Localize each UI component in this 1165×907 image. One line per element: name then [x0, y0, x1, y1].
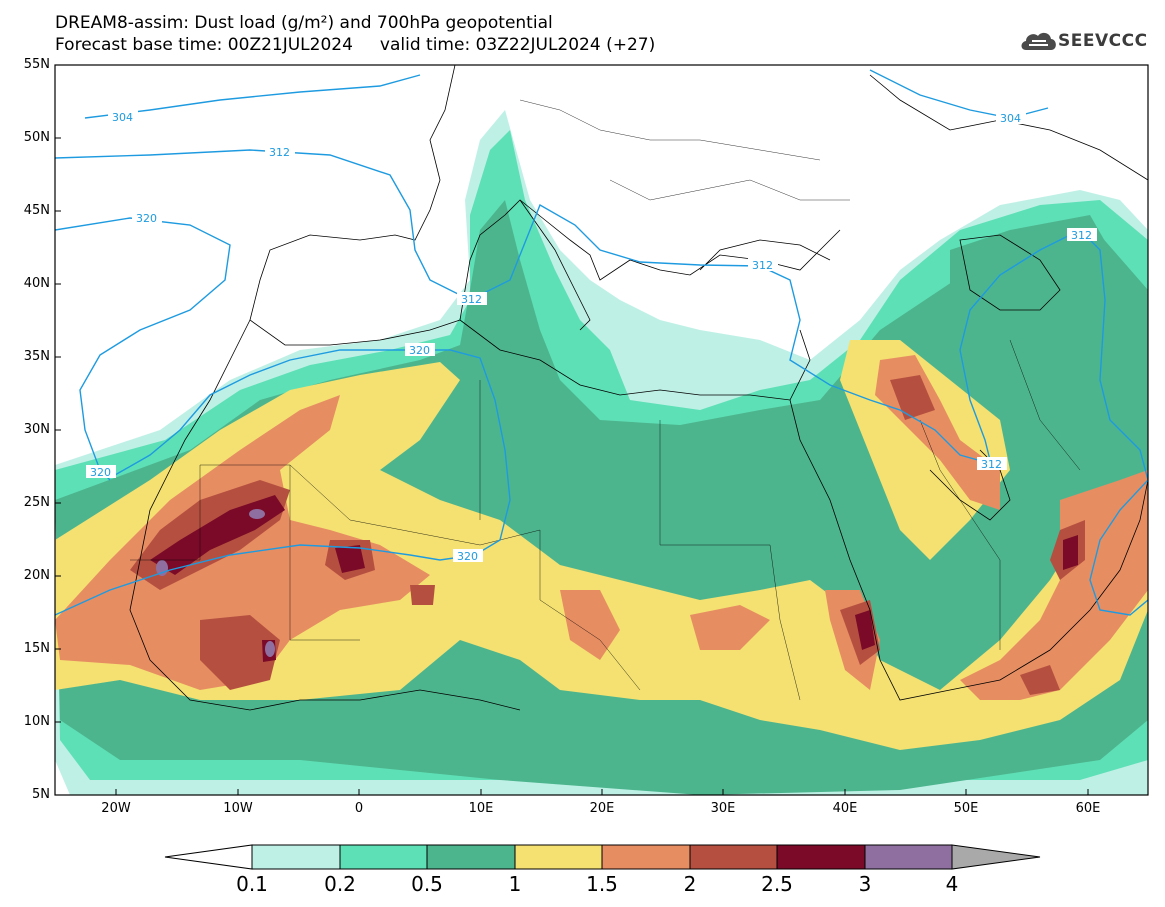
lon-tick-label: 60E [1075, 801, 1101, 816]
colorbar-label: 3 [858, 872, 872, 896]
colorbar-label: 0.1 [236, 872, 268, 896]
contour-label: 304 [1000, 112, 1021, 125]
lat-tick-label: 15N [23, 641, 50, 656]
colorbar-label: 0.5 [411, 872, 443, 896]
map-title-line2: Forecast base time: 00Z21JUL2024 valid t… [55, 35, 656, 55]
lat-tick-label: 30N [23, 422, 50, 437]
contour-label: 320 [457, 550, 478, 563]
colorbar-label: 2.5 [761, 872, 793, 896]
colorbar-label: 4 [945, 872, 959, 896]
colorbar-label: 1.5 [586, 872, 618, 896]
colorbar-swatch [426, 844, 516, 870]
contour-label: 312 [1071, 229, 1092, 242]
colorbar-label: 0.2 [324, 872, 356, 896]
lat-tick-label: 45N [23, 203, 50, 218]
lat-tick-label: 5N [32, 787, 50, 802]
lon-tick-label: 30E [710, 801, 736, 816]
contour-label: 312 [752, 259, 773, 272]
colorbar-swatch [689, 844, 778, 870]
lon-tick-label: 10W [223, 801, 253, 816]
contour-label: 320 [136, 212, 157, 225]
lon-tick-label: 20W [101, 801, 131, 816]
lat-tick-label: 40N [23, 276, 50, 291]
lon-tick-label: 10E [468, 801, 494, 816]
lat-tick-label: 20N [23, 568, 50, 583]
map-title-line1: DREAM8-assim: Dust load (g/m²) and 700hP… [55, 13, 553, 33]
colorbar-swatch [601, 844, 691, 870]
cloud-logo-icon [1021, 32, 1056, 50]
contour-label: 320 [90, 466, 111, 479]
logo-text: SEEVCCC [1058, 31, 1148, 51]
contour-label: 320 [409, 344, 430, 357]
lon-tick-label: 40E [832, 801, 858, 816]
colorbar-high-arrow [951, 844, 1041, 870]
lon-tick-label: 20E [589, 801, 615, 816]
contour-label: 312 [461, 293, 482, 306]
contour-label: 312 [269, 146, 290, 159]
colorbar-swatch [339, 844, 428, 870]
colorbar-label: 1 [508, 872, 522, 896]
colorbar-swatch [514, 844, 603, 870]
lat-tick-label: 35N [23, 349, 50, 364]
colorbar-swatch [776, 844, 866, 870]
colorbar [164, 844, 1041, 870]
lat-tick-label: 55N [23, 57, 50, 72]
colorbar-swatch [864, 844, 953, 870]
lon-tick-label: 50E [953, 801, 979, 816]
lat-tick-label: 25N [23, 495, 50, 510]
colorbar-label: 2 [683, 872, 697, 896]
lat-tick-label: 50N [23, 130, 50, 145]
colorbar-swatch [251, 844, 341, 870]
geopotential-labels: 304 312 320 320 320 312 312 312 304 320 … [86, 110, 1097, 563]
colorbar-low-arrow [164, 844, 253, 870]
contour-label: 312 [981, 458, 1002, 471]
lon-tick-label: 0 [354, 801, 364, 816]
lat-tick-label: 10N [23, 714, 50, 729]
country-borders [130, 99, 1081, 701]
axis-ticks [55, 64, 1089, 795]
contour-label: 304 [112, 111, 133, 124]
geopotential-contours [55, 69, 1148, 616]
